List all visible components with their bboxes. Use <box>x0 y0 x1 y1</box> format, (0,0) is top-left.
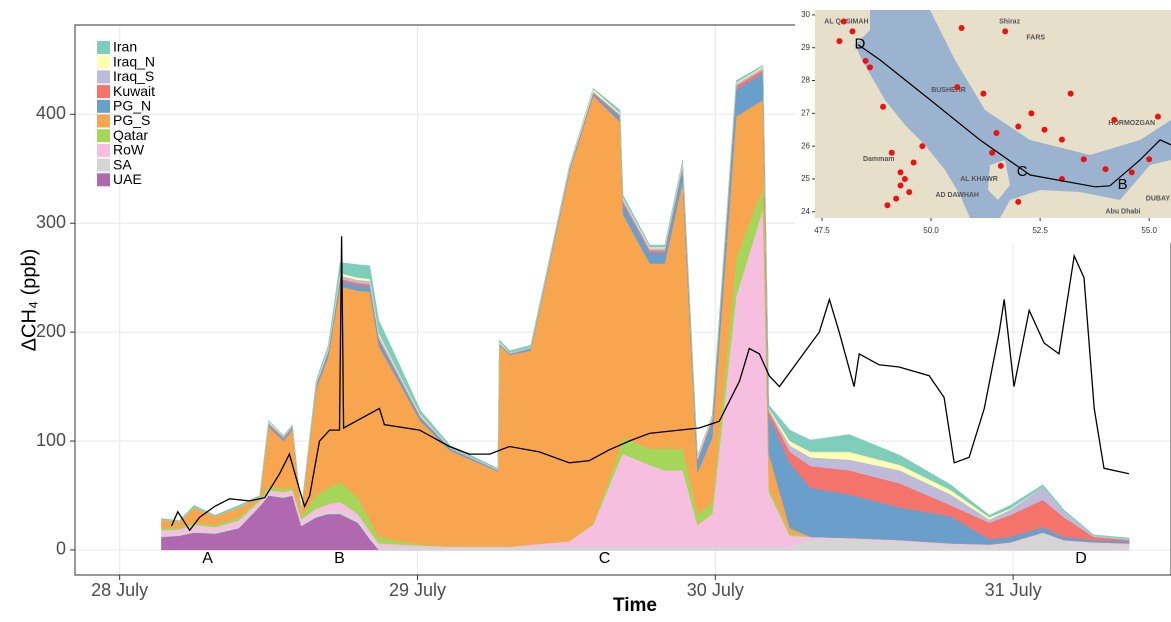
legend-swatch <box>97 56 110 69</box>
map-place-label: Shiraz <box>999 18 1021 25</box>
annotation: A <box>202 550 213 567</box>
map-site <box>902 176 908 182</box>
map-site <box>1015 199 1021 205</box>
map-site <box>911 160 917 166</box>
map-site <box>898 183 904 189</box>
map-y-tick-label: 26 <box>801 141 810 150</box>
map-site <box>980 91 986 97</box>
legend-swatch <box>97 85 110 98</box>
map-site <box>893 196 899 202</box>
map-site <box>1068 91 1074 97</box>
map-place-label: AL KHAWR <box>960 176 998 183</box>
map-site <box>993 130 999 136</box>
x-axis-title: Time <box>613 595 657 616</box>
map-site <box>836 38 842 44</box>
legend-label: Qatar <box>113 127 148 143</box>
legend-label: PG_S <box>113 112 150 128</box>
map-place-label: FARS <box>1026 35 1045 42</box>
map-x-tick-label: 55.0 <box>1141 226 1157 235</box>
map-x-tick-label: 52.5 <box>1032 226 1048 235</box>
legend-label: RoW <box>113 142 145 158</box>
map-site <box>1081 156 1087 162</box>
map-x-tick-label: 50.0 <box>923 226 939 235</box>
x-tick-label: 31 July <box>985 580 1042 600</box>
map-site <box>998 163 1004 169</box>
map-y-tick-label: 27 <box>801 108 810 117</box>
map-site <box>954 84 960 90</box>
y-axis-title: ΔCH₄ (ppb) <box>18 249 40 352</box>
x-tick-label: 28 July <box>91 580 148 600</box>
legend-swatch <box>97 115 110 128</box>
legend-swatch <box>97 70 110 83</box>
map-site <box>1155 114 1161 120</box>
annotation: B <box>334 550 345 567</box>
y-tick-label: 300 <box>36 212 66 232</box>
map-y-tick-label: 25 <box>801 174 810 183</box>
map-place-label: AD DAWHAH <box>935 192 979 199</box>
x-tick-label: 29 July <box>389 580 446 600</box>
legend-swatch <box>97 144 110 157</box>
map-site <box>1015 123 1021 129</box>
map-site <box>1146 156 1152 162</box>
map-place-label: Abu Dhabi <box>1106 209 1141 216</box>
map-y-tick-label: 30 <box>801 10 810 19</box>
map-site <box>850 28 856 34</box>
annotation: D <box>1075 550 1087 567</box>
legend-swatch <box>97 100 110 113</box>
annotation: C <box>599 550 611 567</box>
legend-label: UAE <box>113 171 142 187</box>
map-site <box>1041 127 1047 133</box>
map-track-label: B <box>1118 176 1128 193</box>
map-site <box>889 150 895 156</box>
map-place-label: BUSHEHR <box>931 87 966 94</box>
y-tick-label: 400 <box>36 103 66 123</box>
y-tick-label: 0 <box>56 539 66 559</box>
y-tick-label: 100 <box>36 430 66 450</box>
legend-swatch <box>97 129 110 142</box>
chart: A B C D 0 100 200 300 400 28 July 29 July 30 July 3… <box>0 0 1171 617</box>
map-x-tick-label: 47.5 <box>814 226 830 235</box>
map-site <box>1129 169 1135 175</box>
map-y-tick-label: 28 <box>801 76 810 85</box>
x-tick-label: 30 July <box>687 580 744 600</box>
map-site <box>959 25 965 31</box>
map-site <box>1059 137 1065 143</box>
map-place-label: DUBAY <box>1146 195 1171 202</box>
map-site <box>919 143 925 149</box>
map-site <box>867 64 873 70</box>
map-site <box>841 18 847 24</box>
map-site <box>1111 117 1117 123</box>
map-track-label: C <box>1017 163 1028 180</box>
map-site <box>1103 166 1109 172</box>
legend-label: Iraq_S <box>113 68 154 84</box>
legend-label: Iraq_N <box>113 53 155 69</box>
map-y-tick-label: 24 <box>801 207 810 216</box>
y-tick-label: 200 <box>36 321 66 341</box>
map-site <box>1028 110 1034 116</box>
legend-swatch <box>97 159 110 172</box>
map-site <box>880 104 886 110</box>
map-track-label: D <box>855 36 866 53</box>
legend-label: Kuwait <box>113 83 155 99</box>
map-site <box>906 189 912 195</box>
legend-label: Iran <box>113 39 137 55</box>
map-site <box>1002 28 1008 34</box>
legend-label: PG_N <box>113 98 151 114</box>
legend-swatch <box>97 41 110 54</box>
map-site <box>898 169 904 175</box>
map-y-tick-label: 29 <box>801 43 810 52</box>
map-site <box>863 58 869 64</box>
map-site <box>884 202 890 208</box>
legend-label: SA <box>113 156 132 172</box>
map-place-label: Dammam <box>863 156 895 163</box>
legend-swatch <box>97 173 110 186</box>
